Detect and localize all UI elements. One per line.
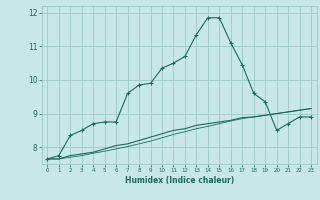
X-axis label: Humidex (Indice chaleur): Humidex (Indice chaleur) (124, 176, 234, 185)
